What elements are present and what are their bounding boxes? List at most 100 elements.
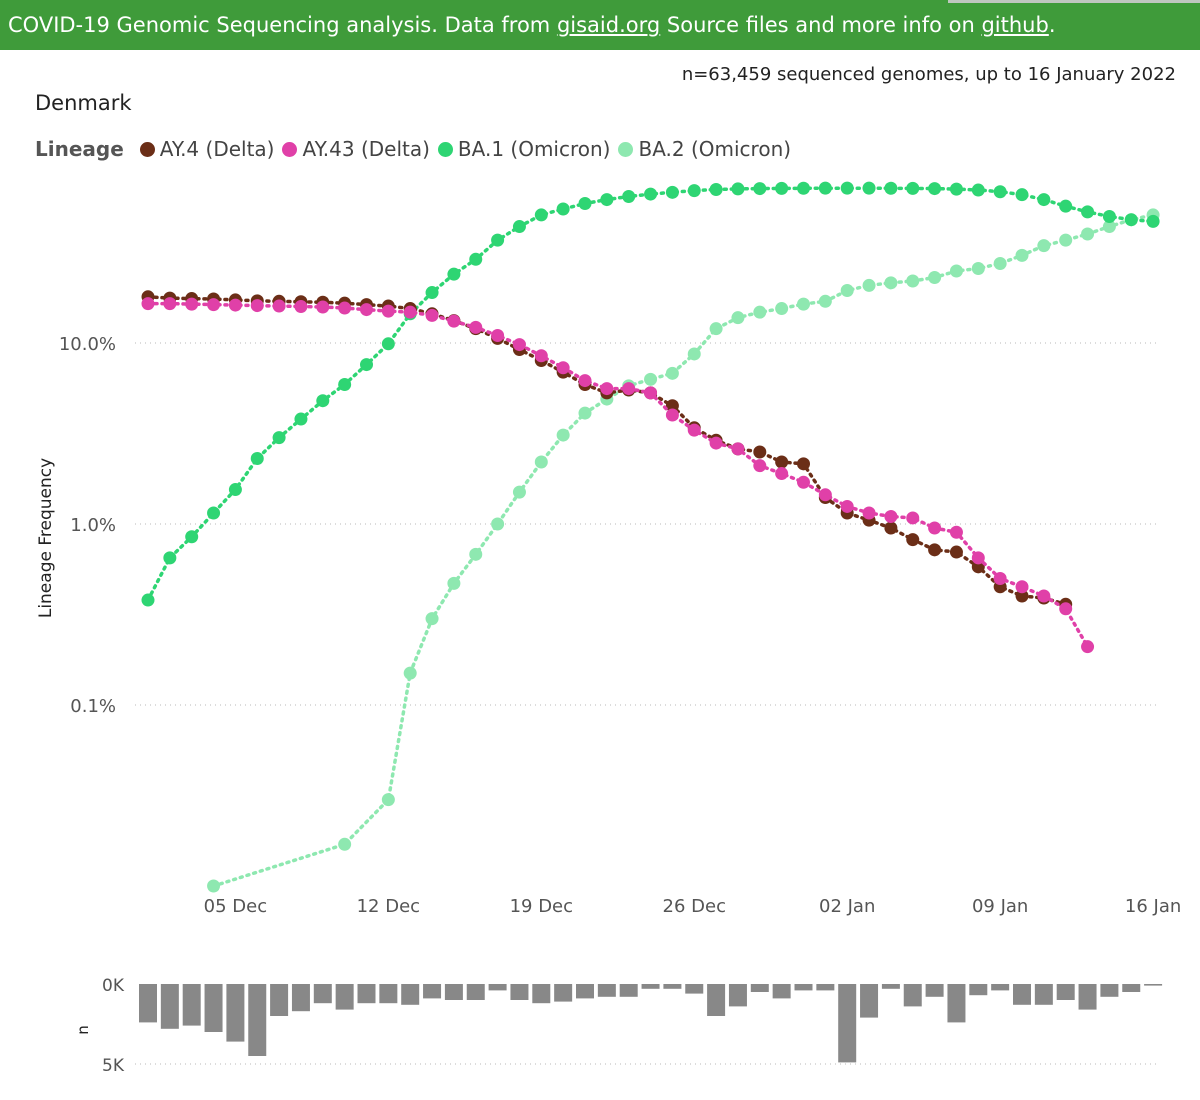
data-point-ay4 bbox=[928, 543, 942, 557]
count-bar bbox=[160, 984, 179, 1029]
data-point-ba2 bbox=[578, 406, 592, 420]
data-point-ay43 bbox=[272, 299, 286, 313]
data-point-ay43 bbox=[840, 499, 854, 513]
header-text-end: . bbox=[1048, 13, 1056, 37]
data-point-ay43 bbox=[600, 382, 614, 396]
data-point-ay43 bbox=[469, 320, 483, 334]
data-point-ba1 bbox=[622, 189, 636, 203]
data-point-ay43 bbox=[906, 511, 920, 525]
github-link[interactable]: github bbox=[981, 13, 1049, 37]
y-tick-label: 10.0% bbox=[59, 334, 116, 355]
count-bar bbox=[401, 984, 420, 1005]
data-point-ba2 bbox=[425, 612, 439, 626]
data-point-ba2 bbox=[709, 322, 723, 336]
legend-swatch-ay43 bbox=[282, 141, 298, 157]
data-point-ba2 bbox=[687, 347, 701, 361]
data-point-ay43 bbox=[709, 436, 723, 450]
data-point-ba2 bbox=[534, 455, 548, 469]
data-point-ba2 bbox=[207, 879, 221, 893]
count-bar bbox=[1056, 984, 1075, 1000]
data-point-ba1 bbox=[906, 181, 920, 195]
count-bar bbox=[379, 984, 398, 1004]
series-line-ay43 bbox=[146, 301, 1090, 649]
legend-item-ba2[interactable]: BA.2 (Omicron) bbox=[618, 137, 791, 161]
count-bar bbox=[270, 984, 289, 1016]
count-bar bbox=[619, 984, 638, 997]
data-point-ba2 bbox=[469, 547, 483, 561]
header-corner-strip bbox=[948, 0, 1200, 3]
data-point-ba1 bbox=[797, 181, 810, 195]
x-tick-label: 09 Jan bbox=[972, 896, 1028, 917]
legend-item-ba1[interactable]: BA.1 (Omicron) bbox=[437, 137, 611, 161]
data-point-ba1 bbox=[316, 394, 330, 408]
count-bar bbox=[903, 984, 922, 1007]
data-point-ay43 bbox=[622, 382, 636, 396]
data-point-ay43 bbox=[338, 301, 352, 315]
legend-label-ba1: BA.1 (Omicron) bbox=[457, 137, 611, 161]
data-point-ay43 bbox=[884, 510, 898, 524]
data-point-ba2 bbox=[665, 366, 679, 380]
x-tick-label: 26 Dec bbox=[663, 896, 726, 917]
data-point-ba1 bbox=[294, 412, 308, 426]
series-line-ba2 bbox=[211, 213, 1155, 888]
legend-label-ay43: AY.43 (Delta) bbox=[302, 137, 430, 161]
data-point-ay4 bbox=[753, 445, 767, 459]
chart-legend: Lineage AY.4 (Delta) AY.43 (Delta) BA.1 … bbox=[35, 137, 799, 161]
bar-y-tick-label: 5K bbox=[102, 1056, 125, 1076]
data-point-ba2 bbox=[1015, 248, 1029, 262]
data-point-ay43 bbox=[775, 467, 789, 481]
data-point-ba1 bbox=[250, 452, 264, 466]
legend-item-ay43[interactable]: AY.43 (Delta) bbox=[282, 137, 430, 161]
data-point-ba1 bbox=[687, 184, 701, 198]
data-point-ba2 bbox=[644, 372, 658, 386]
data-point-ay43 bbox=[1081, 640, 1095, 654]
data-point-ba2 bbox=[1102, 220, 1116, 234]
data-point-ba1 bbox=[1081, 205, 1095, 219]
data-point-ay43 bbox=[687, 423, 701, 437]
data-point-ay43 bbox=[163, 297, 177, 311]
data-point-ba1 bbox=[862, 181, 876, 195]
data-point-ba2 bbox=[949, 264, 963, 278]
data-point-ay43 bbox=[644, 386, 658, 400]
data-point-ba1 bbox=[665, 185, 679, 199]
data-point-ba1 bbox=[753, 182, 767, 196]
data-point-ay43 bbox=[731, 442, 745, 456]
data-point-ay43 bbox=[949, 525, 963, 539]
grid-layer bbox=[135, 342, 1160, 706]
x-tick-label: 02 Jan bbox=[819, 896, 875, 917]
data-point-ay43 bbox=[1037, 589, 1051, 603]
data-point-ba1 bbox=[884, 181, 898, 195]
count-bar bbox=[969, 984, 988, 996]
data-point-ay43 bbox=[360, 303, 373, 317]
data-point-ba1 bbox=[272, 431, 286, 445]
data-point-ba1 bbox=[971, 183, 985, 197]
data-point-ba2 bbox=[884, 276, 898, 290]
data-point-ba2 bbox=[753, 305, 767, 319]
legend-swatch-ba2 bbox=[618, 141, 634, 157]
data-point-ba2 bbox=[797, 297, 810, 311]
data-point-ay43 bbox=[316, 300, 330, 314]
data-point-ay4 bbox=[775, 455, 789, 469]
count-bar bbox=[182, 984, 201, 1026]
data-point-ay43 bbox=[862, 506, 876, 520]
count-bar bbox=[248, 984, 267, 1056]
data-point-ba2 bbox=[971, 261, 985, 275]
legend-swatch-ba1 bbox=[437, 141, 453, 157]
legend-label-ay4: AY.4 (Delta) bbox=[159, 137, 275, 161]
data-point-ay43 bbox=[403, 305, 417, 319]
legend-item-ay4[interactable]: AY.4 (Delta) bbox=[139, 137, 275, 161]
data-point-ba1 bbox=[644, 187, 658, 201]
count-bar bbox=[685, 984, 704, 994]
count-bar bbox=[335, 984, 354, 1010]
count-bar bbox=[357, 984, 376, 1004]
count-bar bbox=[1122, 984, 1141, 992]
count-bar bbox=[991, 984, 1010, 991]
count-bar bbox=[1144, 984, 1163, 986]
legend-label-ba2: BA.2 (Omicron) bbox=[638, 137, 792, 161]
gisaid-link[interactable]: gisaid.org bbox=[556, 13, 661, 37]
header-bar: COVID-19 Genomic Sequencing analysis. Da… bbox=[0, 0, 1200, 50]
count-bar bbox=[663, 984, 682, 989]
data-point-ba1 bbox=[840, 181, 854, 195]
data-point-ay43 bbox=[665, 408, 679, 422]
data-point-ba1 bbox=[491, 233, 505, 247]
